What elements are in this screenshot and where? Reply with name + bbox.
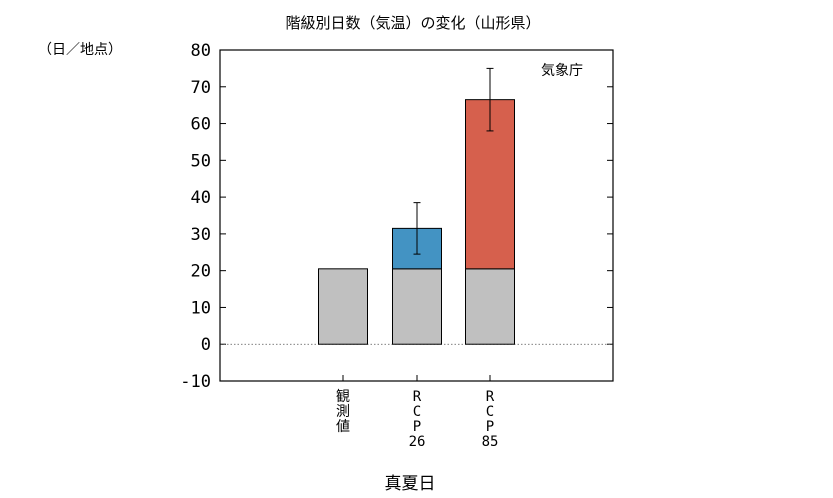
y-tick-label: 10 [191,298,211,318]
chart-title: 階級別日数（気温）の変化（山形県） [285,14,540,32]
y-tick-label: -10 [180,372,211,392]
y-tick-label: 30 [191,225,211,245]
x-tick-label-rcp26: R [413,389,422,405]
x-tick-label-rcp26: 26 [409,434,426,450]
x-tick-label-rcp85: R [486,389,495,405]
x-axis-label: 真夏日 [385,474,436,494]
x-tick-label-rcp26: P [413,419,421,435]
y-axis-unit-label: （日／地点） [38,42,122,58]
x-tick-label-obs: 値 [336,419,350,435]
x-tick-label-rcp85: C [486,404,494,420]
plot-frame [219,49,614,382]
x-tick-label-rcp85: P [486,419,494,435]
y-tick-label: 50 [191,151,211,171]
bar-base-rcp85 [465,268,515,345]
y-tick-label: 70 [191,78,211,98]
y-tick-label: 40 [191,188,211,208]
plot-area [220,49,613,382]
x-tick-label-rcp26: C [413,404,421,420]
x-tick-label-obs: 観 [336,388,350,405]
y-tick-label: 60 [191,115,211,135]
y-tick-label: 0 [201,335,211,355]
bar-base-obs [318,268,368,345]
bar-base-rcp26 [392,268,442,345]
x-tick-label-rcp85: 85 [482,434,499,450]
x-tick-label-obs: 測 [336,404,350,420]
y-tick-label: 80 [191,41,211,61]
y-tick-label: 20 [191,262,211,282]
source-note: 気象庁 [541,63,583,79]
